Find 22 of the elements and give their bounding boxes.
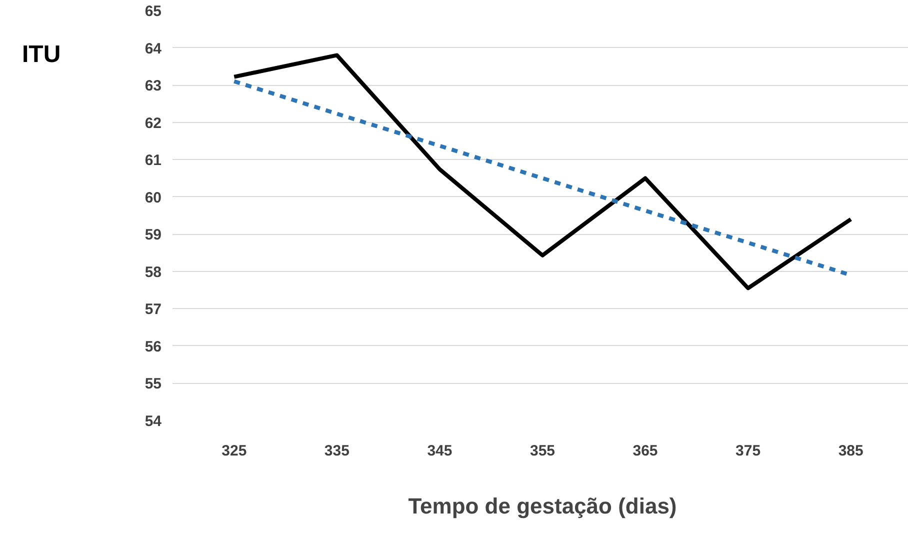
x-tick-label: 355: [530, 442, 556, 460]
y-tick-label: 64: [144, 40, 162, 58]
y-tick-label: 60: [144, 189, 162, 206]
y-tick-label: 55: [144, 376, 162, 393]
x-tick-label: 335: [324, 442, 350, 460]
y-tick-label: 65: [144, 3, 162, 20]
y-tick-label: 61: [144, 152, 162, 170]
y-tick-label: 56: [144, 338, 162, 356]
y-tick-label: 63: [144, 78, 162, 95]
y-tick-label: 58: [144, 264, 162, 281]
y-tick-label: 62: [144, 114, 162, 132]
y-tick-label: 54: [144, 413, 162, 430]
x-tick-label: 385: [838, 442, 864, 460]
x-tick-label: 325: [222, 442, 247, 460]
x-tick-label: 365: [632, 442, 658, 460]
y-axis-title: ITU: [22, 40, 61, 70]
y-tick-label: 59: [144, 226, 162, 244]
x-tick-label: 345: [427, 442, 452, 460]
x-tick-label: 375: [736, 442, 761, 460]
line-series: [232, 53, 853, 290]
y-tick-label: 57: [144, 301, 162, 318]
x-axis-title: Tempo de gestação (dias): [408, 494, 677, 518]
